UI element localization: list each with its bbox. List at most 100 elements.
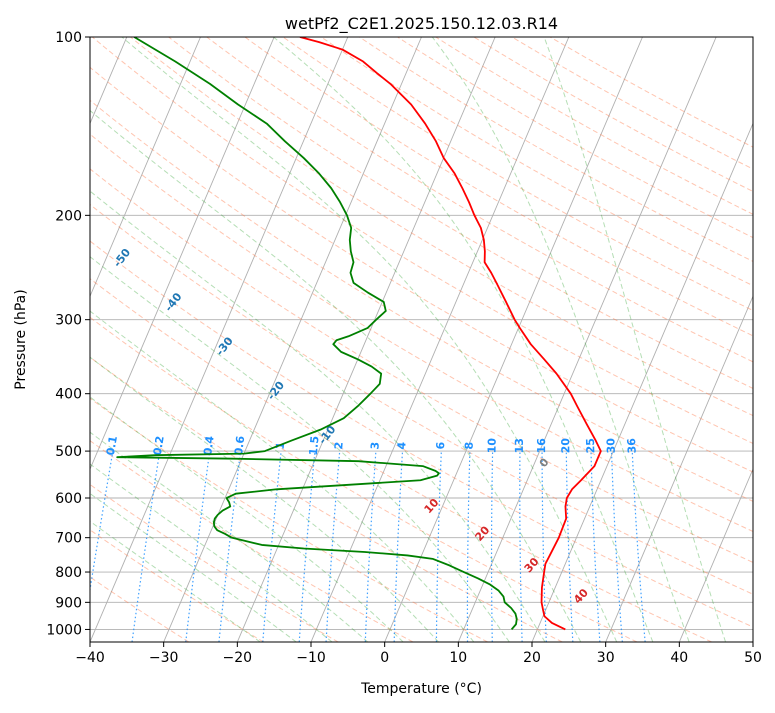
isotherm-line <box>457 37 717 642</box>
mixing-ratio-line <box>490 451 494 642</box>
moist-adiabat-line <box>90 310 475 642</box>
mixing-ratio-line <box>435 451 442 642</box>
x-tick-label: −20 <box>223 650 253 666</box>
moist-adiabat-line <box>273 37 654 642</box>
dry-adiabat-line <box>91 37 753 445</box>
mixing-ratio-line <box>298 451 316 642</box>
x-tick-label: 0 <box>380 650 389 666</box>
x-tick-label: 30 <box>597 650 615 666</box>
mixing-ratio-label: 36 <box>625 437 639 453</box>
plot-frame <box>89 36 754 643</box>
dry-adiabat-line <box>90 240 753 628</box>
isotherm-line <box>90 37 349 642</box>
dry-adiabat-label: -30 <box>213 334 236 358</box>
mixing-ratio-label: 0.4 <box>201 435 217 456</box>
mixing-ratio-label: 1.5 <box>307 435 322 456</box>
moist-adiabat-line <box>431 37 690 642</box>
y-tick-label: 300 <box>55 313 82 329</box>
x-tick-label: 10 <box>449 650 467 666</box>
mixing-ratio-line <box>565 451 574 642</box>
isotherm-line <box>678 467 753 642</box>
dry-adiabat-label: -50 <box>111 246 134 270</box>
moist-adiabat-line <box>90 431 368 642</box>
dewpoint-profile <box>116 37 518 631</box>
mixing-ratio-label: 16 <box>535 438 548 454</box>
moist-adiabat-label: 0 <box>537 455 552 469</box>
moist-adiabat-label: 40 <box>571 586 591 606</box>
dry-adiabat-line <box>359 37 753 262</box>
dry-adiabat-line <box>473 37 753 193</box>
mixing-ratio-label: 3 <box>368 441 381 450</box>
dry-adiabat-line <box>90 168 753 563</box>
dry-adiabat-line <box>244 37 753 337</box>
y-tick-label: 900 <box>55 595 82 611</box>
chart-title: wetPf2_C2E1.2025.150.12.03.R14 <box>285 14 558 34</box>
y-axis-label: Pressure (hPa) <box>13 289 29 389</box>
dry-adiabat-line <box>90 529 264 642</box>
mixing-ratio-line <box>90 450 114 594</box>
line-labels: 0.10.20.40.611.52346810131620253036-100-… <box>8 157 639 607</box>
y-tick-label: 800 <box>55 565 82 581</box>
temperature-profile <box>299 37 602 631</box>
moist-adiabat-label: 20 <box>472 523 492 543</box>
x-tick-label: 20 <box>523 650 541 666</box>
mixing-ratio-label: 8 <box>463 442 476 450</box>
dry-adiabat-line <box>90 203 753 595</box>
moist-adiabat-line <box>90 109 582 642</box>
y-tick-label: 700 <box>55 531 82 547</box>
dry-adiabat-line <box>90 278 712 642</box>
mixing-ratio-line <box>131 451 161 642</box>
moist-adiabat-line <box>90 256 510 642</box>
dry-adiabat-label: -40 <box>162 290 185 314</box>
mixing-ratio-label: 20 <box>559 438 572 454</box>
isotherm-line <box>605 295 753 642</box>
mixing-ratio-label: 13 <box>513 438 526 453</box>
dry-adiabat-label: -70 <box>8 157 31 181</box>
dry-adiabat-line <box>168 37 753 389</box>
axes: −40 −30 −20 −10 0 10 20 30 40 5010020030040050060… <box>46 30 762 666</box>
mixing-ratio-label: 2 <box>332 441 346 450</box>
mixing-ratio-line <box>185 451 211 642</box>
isotherm-line <box>384 37 643 642</box>
x-tick-label: 40 <box>670 650 688 666</box>
moist-adiabat-line <box>90 356 439 642</box>
moist-adiabat-line <box>90 463 333 642</box>
dry-adiabat-line <box>90 397 488 642</box>
moist-adiabat-line <box>543 37 727 642</box>
isotherm-line <box>90 37 275 471</box>
y-tick-label: 500 <box>55 444 82 460</box>
mixing-ratio-line <box>610 451 623 642</box>
isotherm-line <box>752 640 753 642</box>
y-tick-label: 1000 <box>46 622 82 638</box>
mixing-ratio-label: 0.6 <box>232 435 247 456</box>
y-tick-label: 200 <box>55 208 82 224</box>
dry-adiabat-label: -20 <box>265 378 288 402</box>
mixing-ratio-label: 10 <box>485 438 498 454</box>
mixing-ratio-label: 30 <box>604 437 618 453</box>
mixing-ratio-line <box>466 451 471 642</box>
dry-adiabat-line <box>320 37 753 287</box>
y-tick-label: 400 <box>55 387 82 403</box>
isotherm-line <box>310 37 570 642</box>
isotherm-line <box>163 37 422 642</box>
mixing-ratio-label: 6 <box>434 441 447 449</box>
profile-lines <box>116 37 602 631</box>
dry-adiabat-line <box>90 483 339 642</box>
moist-adiabat-line <box>90 492 297 642</box>
isotherm-line <box>90 37 201 298</box>
dry-adiabat-line <box>90 316 638 642</box>
isotherm-line <box>236 37 496 642</box>
dry-adiabat-line <box>90 66 753 473</box>
x-tick-label: −40 <box>75 650 105 666</box>
dry-adiabat-line <box>130 37 753 417</box>
moist-adiabat-line <box>121 37 618 642</box>
y-tick-label: 100 <box>55 30 82 46</box>
dry-adiabat-line <box>90 99 753 502</box>
moist-adiabat-line <box>90 190 546 642</box>
x-axis-label: Temperature (°C) <box>360 681 482 697</box>
mixing-ratio-line <box>364 451 377 642</box>
dry-adiabat-line <box>206 37 753 363</box>
dry-adiabat-line <box>90 440 414 642</box>
